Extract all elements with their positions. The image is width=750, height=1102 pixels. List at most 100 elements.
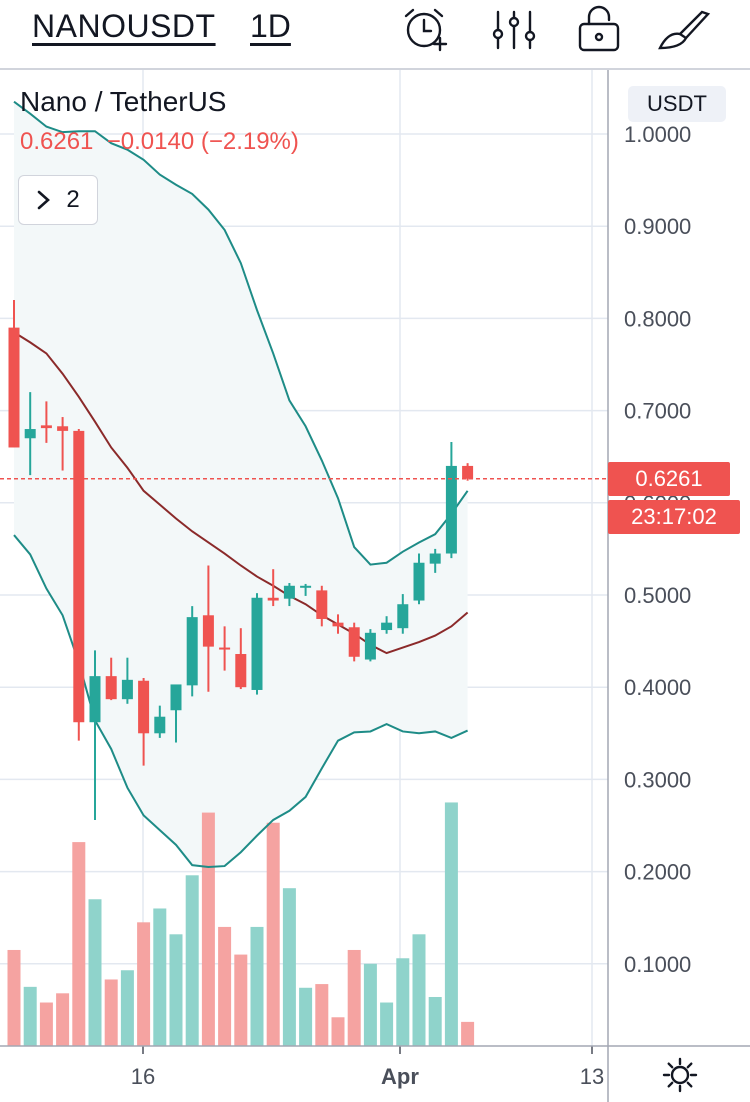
- volume-bar: [266, 822, 280, 1046]
- candle: [300, 583, 312, 596]
- candle: [364, 629, 376, 662]
- bollinger-upper-line: [13, 100, 469, 566]
- candle: [73, 429, 85, 741]
- candle: [429, 548, 441, 573]
- time-tick-label: 13: [580, 1064, 604, 1089]
- candle-body: [235, 654, 247, 688]
- chevron-right-icon: [38, 190, 51, 210]
- alarm-clock-add-icon[interactable]: [398, 4, 454, 54]
- price-tick-label: 0.7000: [624, 399, 691, 424]
- volume-bar: [331, 1017, 345, 1046]
- volume-bar: [380, 1002, 394, 1046]
- volume-bar: [444, 802, 458, 1046]
- candle-body: [413, 562, 425, 601]
- candle-body: [429, 553, 441, 564]
- bollinger-basis-line: [13, 331, 469, 655]
- price-tick-label: 0.2000: [624, 860, 691, 885]
- volume-bar: [153, 908, 167, 1046]
- volume-bar: [88, 899, 102, 1046]
- candle-body: [138, 680, 150, 734]
- candle: [348, 622, 360, 662]
- time-tick-label: Apr: [381, 1064, 419, 1089]
- volume-bar: [72, 842, 86, 1046]
- candle: [462, 463, 474, 481]
- legend-title: Nano / TetherUS: [20, 86, 227, 117]
- price-tick-label: 0.5000: [624, 583, 691, 608]
- volume-bar: [412, 934, 426, 1046]
- bar-countdown-label: 23:17:02: [608, 500, 740, 534]
- candle: [381, 616, 393, 634]
- candle: [267, 569, 279, 607]
- candle-body: [154, 716, 166, 734]
- candle: [316, 585, 328, 627]
- candle: [138, 677, 150, 766]
- volume-bar: [7, 949, 21, 1046]
- currency-badge[interactable]: USDT: [628, 86, 726, 122]
- candle-body: [364, 632, 376, 660]
- volume-bar: [396, 958, 410, 1046]
- candle-body: [445, 465, 457, 554]
- volume-bar: [169, 934, 183, 1046]
- gear-icon[interactable]: [660, 1055, 700, 1095]
- current-price-label: 0.6261: [608, 462, 730, 496]
- candle-body: [283, 585, 295, 599]
- candle: [121, 657, 133, 704]
- indicators-toggle-button[interactable]: 2: [18, 175, 98, 225]
- candle: [445, 441, 457, 559]
- volume-bar: [428, 996, 442, 1046]
- candle: [57, 417, 69, 471]
- candle: [397, 594, 409, 634]
- candle-body: [381, 622, 393, 631]
- volume-bar: [218, 926, 232, 1046]
- time-tick-label: 16: [131, 1064, 155, 1089]
- price-tick-label: 0.3000: [624, 767, 691, 792]
- candlestick-chart[interactable]: 1.00000.90000.80000.70000.60000.50000.40…: [0, 70, 750, 1102]
- volume-bar: [347, 949, 361, 1046]
- candle-body: [462, 465, 474, 479]
- volume-bar: [363, 963, 377, 1046]
- candle: [202, 565, 214, 692]
- candle: [413, 553, 425, 605]
- volume-bar: [234, 954, 248, 1046]
- lock-icon[interactable]: [572, 4, 628, 54]
- candle: [8, 299, 20, 448]
- symbol-selector[interactable]: NANOUSDT: [32, 8, 216, 44]
- interval-selector[interactable]: 1D: [250, 8, 291, 44]
- drawing-brush-icon[interactable]: [656, 4, 712, 54]
- volume-bar: [461, 1021, 475, 1046]
- volume-bar: [250, 926, 264, 1046]
- candle: [332, 614, 344, 634]
- candle: [251, 593, 263, 695]
- legend: Nano / TetherUS 0.6261 −0.0140 (−2.19%): [20, 86, 299, 156]
- candle-body: [316, 590, 328, 619]
- candle: [40, 401, 52, 443]
- candle-body: [89, 676, 101, 723]
- candle: [170, 684, 182, 743]
- candle-body: [202, 615, 214, 647]
- candles: [8, 299, 474, 820]
- volume-bar: [299, 987, 313, 1046]
- price-tick-label: 0.1000: [624, 952, 691, 977]
- candle-body: [300, 585, 312, 588]
- price-tick-label: 0.8000: [624, 306, 691, 331]
- price-tick-label: 0.9000: [624, 214, 691, 239]
- volume-bar: [104, 979, 118, 1046]
- volume-bar: [315, 984, 329, 1046]
- candle-body: [73, 430, 85, 723]
- candle: [24, 392, 36, 476]
- candle-body: [348, 627, 360, 657]
- volume-bar: [282, 888, 296, 1046]
- chart-toolbar: NANOUSDT 1D: [0, 0, 750, 70]
- candle-body: [24, 429, 36, 439]
- candle-body: [8, 327, 20, 448]
- volume-bar: [39, 1002, 53, 1046]
- indicator-sliders-icon[interactable]: [486, 4, 542, 54]
- volume-bar: [56, 993, 70, 1046]
- candle-body: [397, 604, 409, 629]
- price-tick-label: 1.0000: [624, 122, 691, 147]
- indicators-count: 2: [66, 186, 80, 213]
- candle-body: [186, 617, 198, 686]
- candle: [105, 657, 117, 701]
- candle-body: [267, 597, 279, 601]
- candle: [235, 628, 247, 690]
